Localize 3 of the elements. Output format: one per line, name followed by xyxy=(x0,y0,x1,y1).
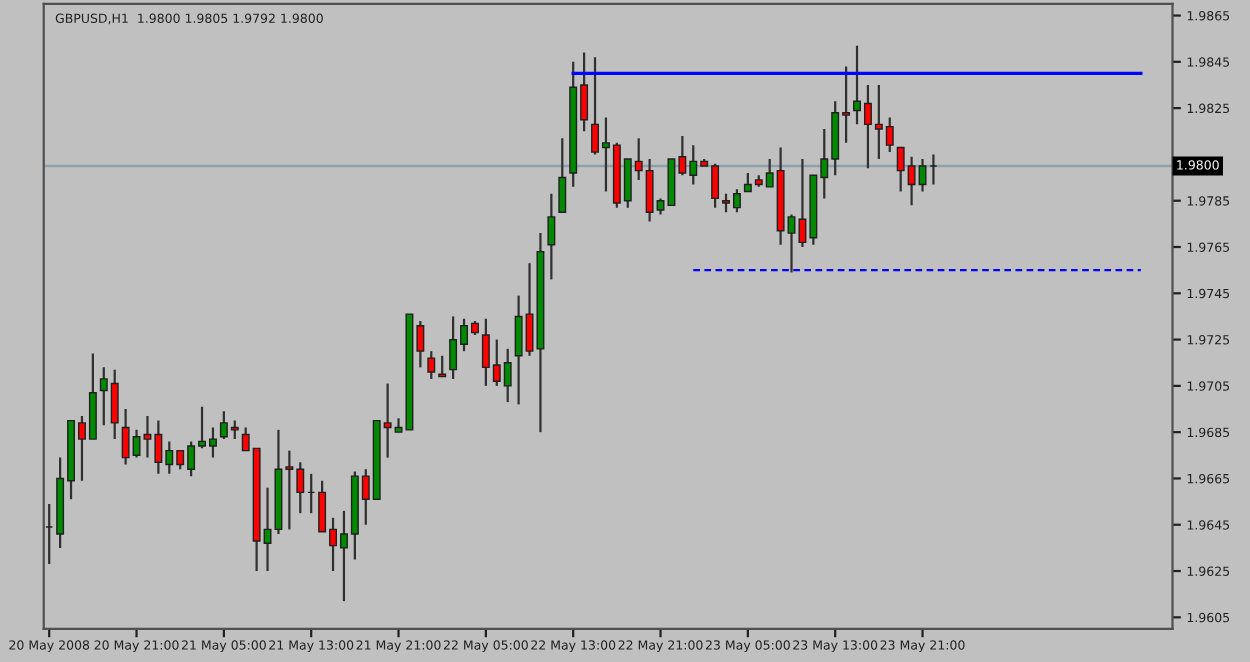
candlestick xyxy=(427,350,436,381)
candlestick xyxy=(547,192,556,281)
candlestick xyxy=(558,137,567,214)
